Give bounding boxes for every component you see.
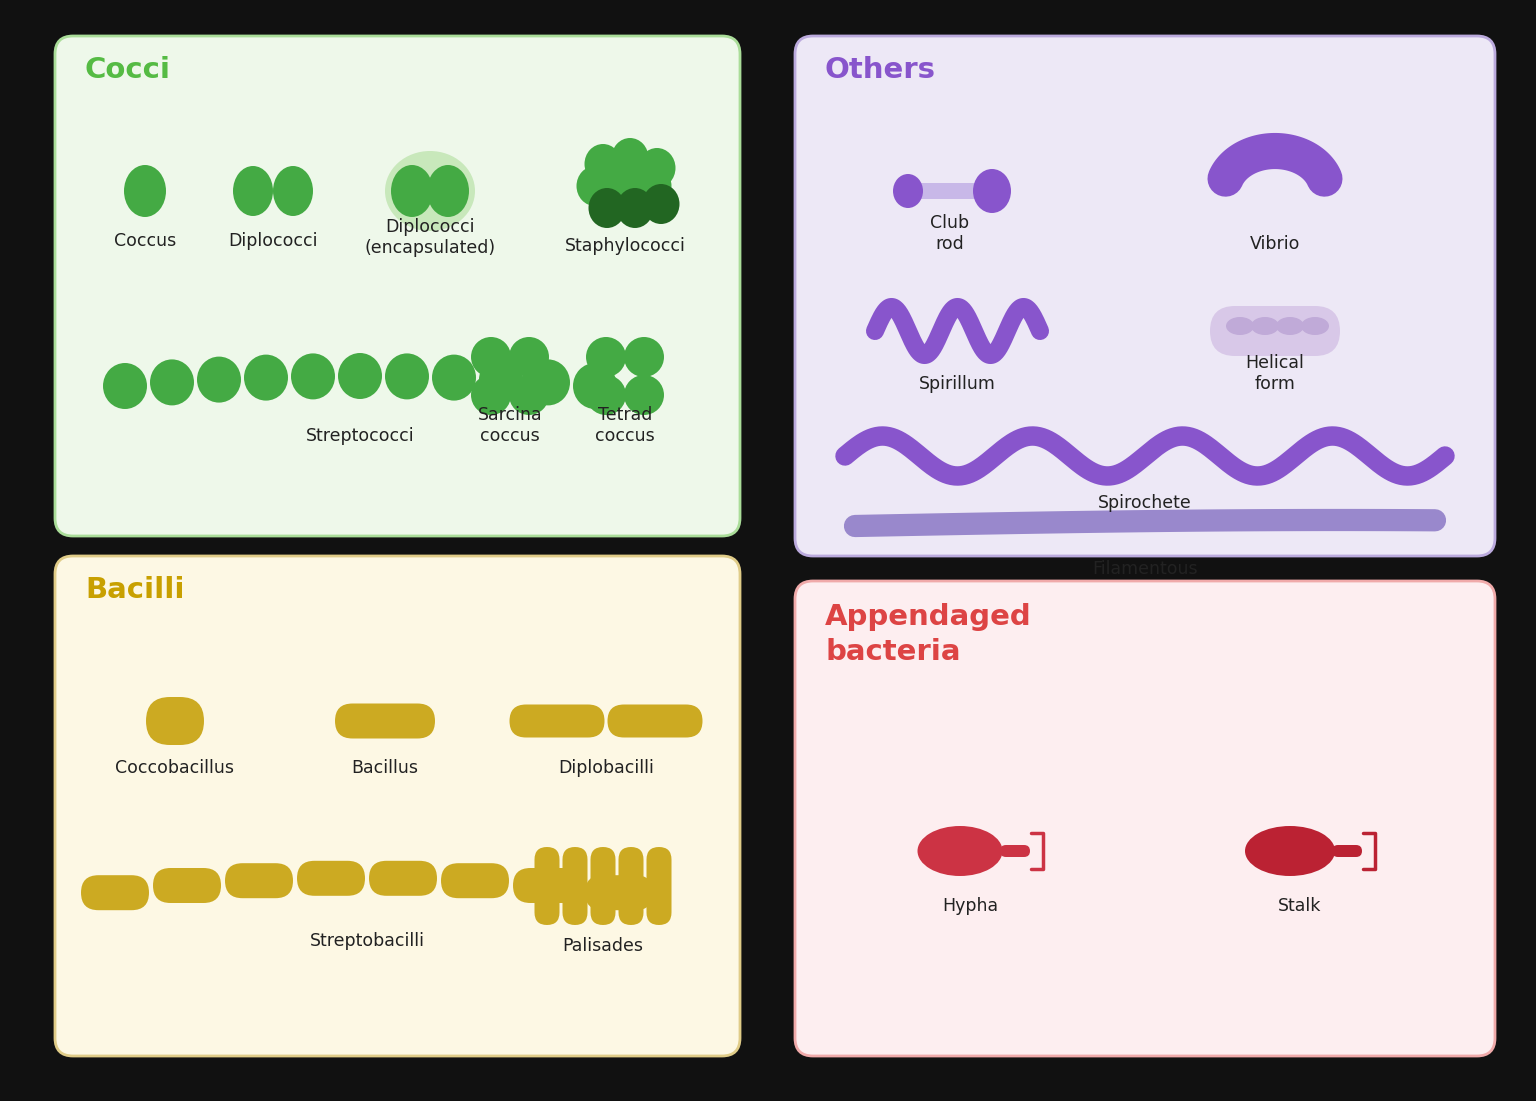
Ellipse shape [472,375,511,415]
Ellipse shape [103,363,147,408]
Ellipse shape [611,138,648,178]
Ellipse shape [1246,826,1335,876]
Text: Staphylococci: Staphylococci [565,237,685,255]
Text: Palisades: Palisades [562,937,644,955]
Text: Appendaged
bacteria: Appendaged bacteria [825,603,1032,666]
Ellipse shape [917,826,1003,876]
Text: Cocci: Cocci [84,56,170,84]
Text: Diplobacilli: Diplobacilli [558,759,654,777]
Ellipse shape [479,357,522,403]
FancyBboxPatch shape [909,183,991,199]
Ellipse shape [573,363,617,408]
FancyBboxPatch shape [154,868,221,903]
Text: Bacilli: Bacilli [84,576,184,604]
FancyBboxPatch shape [608,705,702,738]
Ellipse shape [585,144,622,184]
FancyBboxPatch shape [619,847,644,925]
Ellipse shape [639,148,676,188]
Ellipse shape [472,337,511,377]
FancyBboxPatch shape [647,847,671,925]
FancyBboxPatch shape [535,847,559,925]
Text: Club
rod: Club rod [931,215,969,253]
Ellipse shape [587,337,627,377]
Text: Diplococci: Diplococci [229,232,318,250]
Text: Stalk: Stalk [1278,897,1321,915]
Text: Bacillus: Bacillus [352,759,418,777]
FancyBboxPatch shape [55,556,740,1056]
Ellipse shape [605,161,642,201]
Ellipse shape [273,166,313,216]
Ellipse shape [151,359,194,405]
Ellipse shape [338,353,382,399]
Ellipse shape [1276,317,1304,335]
Text: Spirillum: Spirillum [919,375,995,393]
FancyBboxPatch shape [562,847,587,925]
Ellipse shape [508,337,548,377]
Ellipse shape [588,188,625,228]
FancyBboxPatch shape [146,697,204,745]
Ellipse shape [616,188,653,228]
Text: Hypha: Hypha [942,897,998,915]
Text: Tetrad
coccus: Tetrad coccus [594,406,654,445]
FancyBboxPatch shape [55,36,740,536]
Ellipse shape [972,168,1011,212]
Ellipse shape [1301,317,1329,335]
FancyBboxPatch shape [590,847,616,925]
Text: Sarcina
coccus: Sarcina coccus [478,406,542,445]
Ellipse shape [427,165,468,217]
FancyBboxPatch shape [1332,844,1362,857]
Ellipse shape [576,166,613,206]
Text: Spirochete: Spirochete [1098,494,1192,512]
Ellipse shape [525,359,570,405]
Text: Vibrio: Vibrio [1250,235,1299,253]
FancyBboxPatch shape [441,863,508,898]
Ellipse shape [392,165,433,217]
Ellipse shape [1226,317,1253,335]
Ellipse shape [386,353,429,400]
Ellipse shape [642,184,679,224]
FancyBboxPatch shape [796,36,1495,556]
FancyBboxPatch shape [1000,844,1031,857]
Ellipse shape [624,337,664,377]
FancyBboxPatch shape [296,861,366,896]
FancyBboxPatch shape [585,875,653,911]
Ellipse shape [290,353,335,400]
Ellipse shape [508,375,548,415]
Text: Others: Others [825,56,935,84]
Ellipse shape [432,355,476,401]
Ellipse shape [634,166,671,206]
FancyBboxPatch shape [796,581,1495,1056]
FancyBboxPatch shape [510,705,605,738]
Text: Helical
form: Helical form [1246,355,1304,393]
Ellipse shape [1250,317,1279,335]
FancyBboxPatch shape [1210,306,1339,356]
Text: Filamentous: Filamentous [1092,560,1198,578]
FancyBboxPatch shape [224,863,293,898]
Ellipse shape [587,375,627,415]
Ellipse shape [197,357,241,403]
Text: Coccobacillus: Coccobacillus [115,759,235,777]
Text: Coccus: Coccus [114,232,177,250]
Ellipse shape [386,151,475,231]
FancyBboxPatch shape [335,704,435,739]
FancyBboxPatch shape [369,861,438,896]
Ellipse shape [124,165,166,217]
Ellipse shape [624,375,664,415]
Text: Streptococci: Streptococci [306,427,415,445]
Ellipse shape [892,174,923,208]
Ellipse shape [244,355,289,401]
Text: Diplococci
(encapsulated): Diplococci (encapsulated) [364,218,496,257]
FancyBboxPatch shape [513,868,581,903]
Ellipse shape [233,166,273,216]
FancyBboxPatch shape [81,875,149,911]
Text: Streptobacilli: Streptobacilli [309,933,424,950]
